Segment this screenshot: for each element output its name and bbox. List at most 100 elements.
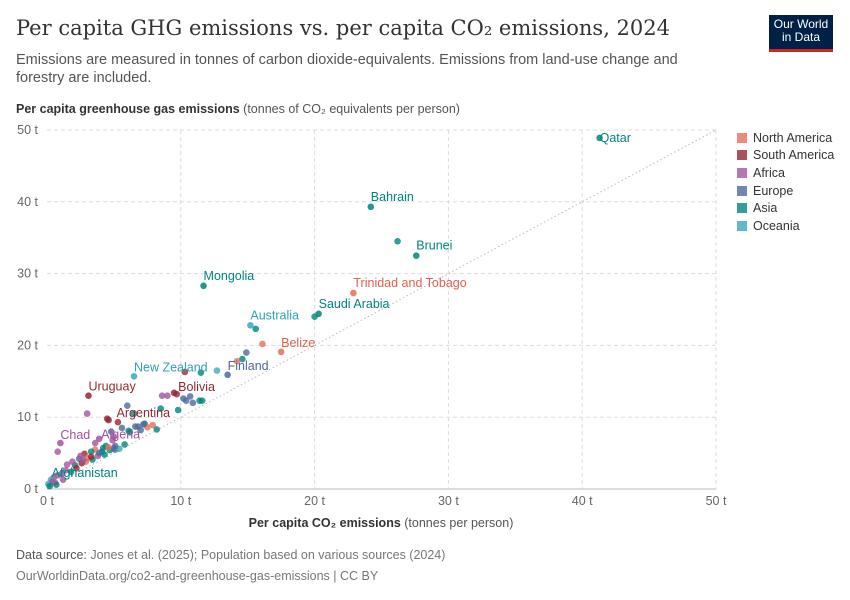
source-text: Jones et al. (2025); Population based on… [86, 548, 446, 562]
point-label-mongolia: Mongolia [204, 269, 255, 283]
point-label-new-zealand: New Zealand [134, 360, 208, 374]
data-point-bolivia [170, 389, 178, 397]
data-point [197, 369, 205, 376]
point-label-argentina: Argentina [117, 406, 171, 420]
point-label-qatar: Qatar [600, 131, 631, 145]
x-tick-label: 50 t [706, 494, 727, 508]
point-label-trinidad-and-tobago: Trinidad and Tobago [353, 276, 466, 290]
data-point-bahrain [367, 203, 375, 211]
data-point [181, 368, 189, 376]
point-label-afghanistan: Afghanistan [52, 466, 118, 480]
legend-item-south-america[interactable]: South America [737, 147, 834, 165]
x-tick-label: 40 t [572, 494, 593, 508]
data-point-saudi-arabia [315, 310, 322, 318]
data-point [101, 451, 108, 458]
point-label-brunei: Brunei [416, 239, 452, 253]
chart-subtitle: Emissions are measured in tonnes of carb… [16, 52, 678, 86]
data-point [87, 448, 95, 455]
logo-line2: in Data [781, 30, 821, 44]
x-tick-label: 20 t [304, 494, 325, 508]
data-point [107, 428, 115, 435]
y-axis-label-bold: Per capita greenhouse gas emissions [16, 102, 240, 116]
data-point-argentina [105, 416, 112, 424]
data-point [95, 449, 103, 457]
legend-swatch [737, 167, 747, 178]
legend-item-africa[interactable]: Africa [737, 164, 834, 182]
owid-logo[interactable]: Our World in Data [769, 15, 833, 52]
source-label: Data source: [16, 548, 87, 562]
chart-title: Per capita GHG emissions vs. per capita … [16, 16, 670, 40]
x-tick-label: 10 t [170, 494, 191, 508]
data-point [54, 448, 62, 455]
y-tick-label: 0 t [24, 482, 38, 496]
y-axis-label: Per capita greenhouse gas emissions (ton… [16, 102, 460, 116]
data-point [118, 424, 126, 432]
legend-swatch [737, 132, 747, 143]
y-tick-label: 10 t [17, 410, 38, 424]
data-point-australia [247, 321, 254, 329]
legend-swatch [737, 220, 747, 231]
point-label-bolivia: Bolivia [178, 380, 215, 394]
data-point [233, 357, 241, 365]
data-point-algeria [95, 435, 103, 443]
reference-line-y-equals-x [46, 129, 717, 490]
data-point [189, 399, 197, 407]
data-point [123, 402, 131, 410]
data-point-qatar [596, 134, 603, 142]
data-point [109, 436, 116, 444]
data-point-afghanistan [46, 482, 53, 490]
point-label-chad: Chad [60, 428, 90, 442]
y-axis-label-unit: (tonnes of CO₂ equivalents per person) [239, 102, 460, 116]
data-point [83, 410, 91, 417]
data-point [259, 340, 266, 348]
point-label-algeria: Algeria [101, 428, 140, 442]
legend-label: Europe [753, 183, 794, 198]
data-point [59, 476, 67, 483]
legend: North America South America Africa Europe As… [737, 129, 834, 235]
data-point [186, 393, 194, 400]
data-point [91, 439, 99, 447]
data-point [121, 441, 128, 448]
data-point [111, 442, 119, 450]
data-point-finland [224, 371, 231, 379]
data-point [140, 421, 147, 428]
x-axis-label-bold: Per capita CO₂ emissions [248, 516, 401, 530]
legend-item-europe[interactable]: Europe [737, 182, 834, 200]
data-point [149, 421, 157, 429]
data-point [130, 410, 138, 417]
data-point [394, 237, 401, 245]
data-point [198, 397, 206, 404]
point-label-finland: Finland [228, 359, 269, 373]
legend-item-north-america[interactable]: North America [737, 129, 834, 147]
point-label-saudi-arabia: Saudi Arabia [319, 297, 390, 311]
legend-swatch [737, 203, 747, 214]
data-point [73, 464, 80, 472]
data-point [67, 468, 75, 476]
point-label-uruguay: Uruguay [88, 380, 136, 394]
point-label-australia: Australia [250, 308, 299, 322]
legend-label: Asia [753, 201, 778, 216]
data-point [153, 426, 161, 433]
data-point [164, 392, 171, 399]
y-tick-label: 50 t [17, 123, 38, 137]
point-label-belize: Belize [281, 336, 315, 350]
x-axis-label-unit: (tonnes per person) [400, 516, 514, 530]
data-point [158, 392, 166, 399]
data-point [79, 456, 87, 464]
data-point-uruguay [85, 392, 92, 399]
point-label-bahrain: Bahrain [371, 190, 414, 204]
logo-line1: Our World [773, 17, 829, 31]
data-point [105, 444, 112, 451]
x-axis-label: Per capita CO₂ emissions (tonnes per per… [0, 516, 762, 530]
data-point [174, 406, 182, 414]
legend-label: South America [753, 148, 835, 163]
data-point [132, 423, 139, 430]
y-tick-label: 40 t [17, 195, 38, 209]
data-point [114, 418, 122, 426]
legend-item-asia[interactable]: Asia [737, 199, 834, 217]
legend-swatch [737, 150, 747, 161]
legend-swatch [737, 185, 747, 196]
legend-item-oceania[interactable]: Oceania [737, 217, 834, 235]
footer-url[interactable]: OurWorldinData.org/co2-and-greenhouse-ga… [16, 569, 379, 583]
